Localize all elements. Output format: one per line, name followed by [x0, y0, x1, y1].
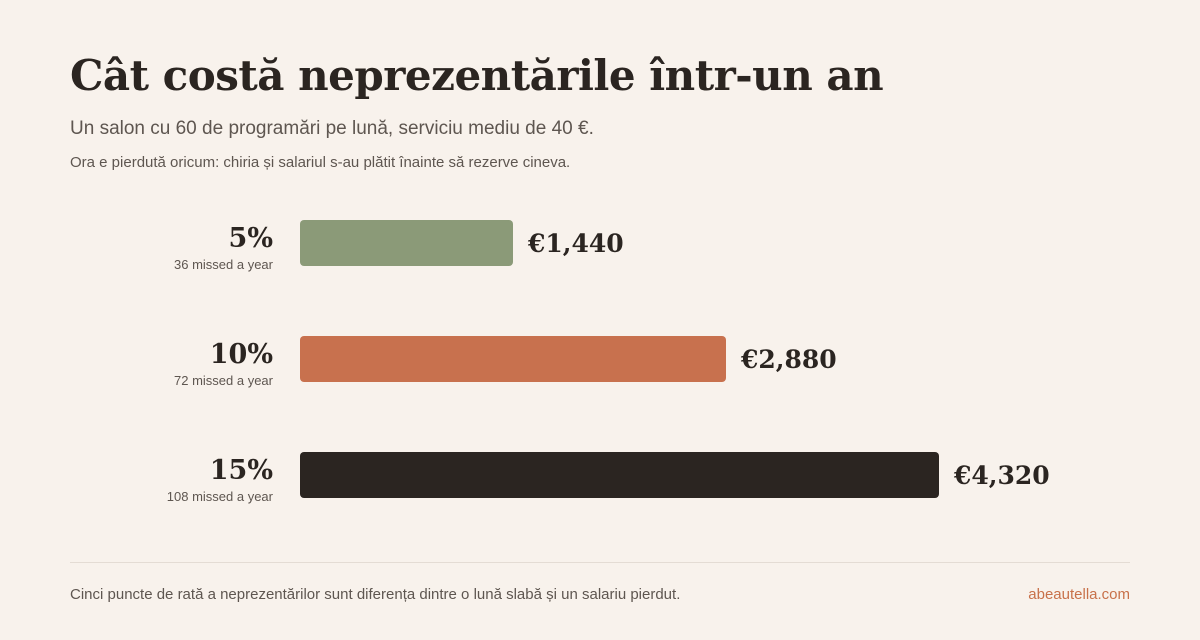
missed-count-label: 72 missed a year — [174, 373, 274, 388]
rate-label: 10% — [210, 339, 273, 370]
bar-chart: 5% 36 missed a year €1,440 10% 72 missed a y… — [167, 220, 1050, 504]
rate-label: 5% — [229, 223, 273, 254]
footer-text: Cinci puncte de rată a neprezentărilor s… — [70, 586, 681, 603]
chart-subtitle: Un salon cu 60 de programări pe lună, se… — [70, 118, 594, 139]
footer-link[interactable]: abeautella.com — [1028, 586, 1130, 603]
value-label: €1,440 — [527, 229, 624, 258]
chart-note: Ora e pierdută oricum: chiria și salariu… — [70, 154, 571, 171]
value-label: €2,880 — [740, 345, 837, 374]
value-label: €4,320 — [953, 461, 1050, 490]
chart-title: Cât costă neprezentările într-un an — [70, 51, 884, 100]
missed-count-label: 108 missed a year — [167, 489, 274, 504]
bar — [300, 220, 513, 266]
footer-divider — [70, 562, 1130, 563]
rate-label: 15% — [210, 455, 273, 486]
missed-count-label: 36 missed a year — [174, 257, 274, 272]
bar — [300, 336, 726, 382]
bar — [300, 452, 939, 498]
